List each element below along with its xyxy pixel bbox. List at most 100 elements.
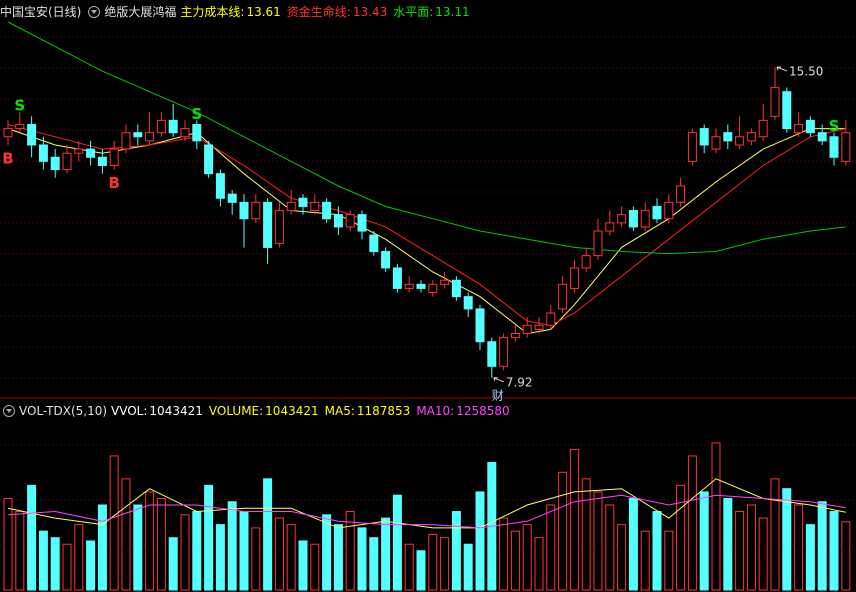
high-arrow: [776, 66, 788, 72]
candle-body: [369, 234, 379, 253]
candle-body: [569, 267, 579, 289]
volume-title: VOL-TDX(5,10): [19, 404, 108, 418]
volume-bar: [168, 537, 178, 591]
candle-body: [109, 148, 119, 166]
volume-bar: [534, 537, 544, 591]
candle-body: [652, 205, 662, 220]
candle-body: [770, 87, 780, 117]
readout-value: 1258580: [456, 404, 510, 418]
candle-body: [204, 144, 214, 175]
readout-label: MA10:: [416, 404, 455, 418]
volume-bar: [463, 543, 473, 591]
ma-line: [7, 21, 846, 255]
candle-body: [322, 201, 332, 220]
signal-label: S: [14, 97, 25, 115]
event-label: 财: [492, 388, 504, 402]
candle-body: [345, 214, 355, 228]
candle-body: [274, 210, 284, 244]
volume-bar: [664, 530, 674, 591]
volume-bar: [263, 478, 273, 591]
candle-body: [676, 185, 686, 203]
candle-body: [310, 201, 320, 212]
volume-bar: [369, 537, 379, 591]
volume-bar: [746, 504, 756, 591]
candle-body: [617, 214, 627, 224]
volume-bar: [381, 517, 391, 591]
volume-bar: [817, 501, 827, 591]
ma-line: [7, 494, 846, 529]
ma-line: [7, 478, 846, 529]
candle-body: [239, 201, 249, 220]
candle-body: [758, 119, 768, 138]
volume-bar: [699, 491, 709, 591]
menu-icon[interactable]: [3, 405, 15, 417]
volume-bar: [38, 530, 48, 591]
volume-bar: [333, 524, 343, 591]
volume-bar: [404, 543, 414, 591]
readout-value: 1043421: [265, 404, 319, 418]
volume-bar: [322, 514, 332, 591]
volume-bar: [227, 501, 237, 591]
volume-bar: [652, 511, 662, 591]
candle-body: [805, 119, 815, 134]
low-arrow: [493, 377, 504, 383]
readout-value: 13.61: [246, 5, 281, 19]
candle-body: [15, 123, 25, 130]
volume-bar: [782, 488, 792, 591]
volume-bar: [62, 543, 72, 591]
volume-bar: [3, 497, 13, 591]
volume-bar: [239, 511, 249, 591]
candle-body: [251, 201, 261, 220]
volume-bar: [451, 511, 461, 591]
candle-body: [86, 148, 96, 158]
volume-bar: [593, 491, 603, 591]
candle-body: [404, 283, 414, 289]
readout-value: 13.43: [352, 5, 388, 19]
candle-body: [841, 132, 851, 162]
volume-bar: [145, 491, 155, 591]
candle-body: [628, 210, 638, 228]
volume-bar: [499, 517, 509, 591]
candle-body: [192, 123, 202, 142]
volume-bar: [27, 484, 37, 591]
volume-bar: [215, 524, 225, 591]
volume-bar: [428, 533, 438, 591]
signal-label: B: [2, 149, 13, 167]
candle-body: [510, 333, 520, 339]
volume-bar: [723, 497, 733, 591]
volume-bar: [133, 504, 143, 591]
candle-body: [640, 210, 650, 228]
high-label: 15.50: [789, 65, 823, 79]
volume-bar: [357, 527, 367, 591]
readout-label: VVOL:: [111, 404, 148, 418]
readout-value: 1187853: [356, 404, 411, 418]
volume-bar: [805, 524, 815, 591]
candle-body: [463, 296, 473, 310]
volume-bar: [640, 530, 650, 591]
candle-body: [180, 128, 190, 138]
candle-body: [699, 128, 709, 146]
candle-body: [62, 152, 72, 171]
low-label: 7.92: [506, 375, 533, 389]
volume-bar: [74, 524, 84, 591]
candle-body: [664, 201, 674, 220]
candle-body: [522, 324, 532, 335]
readout-label: 主力成本线:: [180, 5, 245, 19]
candle-body: [416, 283, 426, 289]
candle-body: [534, 324, 544, 330]
menu-icon[interactable]: [88, 6, 101, 18]
candle-body: [27, 123, 37, 146]
readout-label: 资金生命线:: [286, 5, 351, 19]
candle-body: [711, 136, 721, 150]
volume-bar: [522, 524, 532, 591]
indicator-name: 绝版大展鸿福: [104, 5, 177, 19]
price-header: 中国宝安(日线) 绝版大展鸿福 主力成本线: 13.61 资金生命线: 13.43 水平…: [0, 3, 476, 21]
ma-line: [7, 128, 846, 335]
volume-bar: [676, 484, 686, 591]
volume-bar: [605, 504, 615, 591]
volume-bar: [510, 530, 520, 591]
candle-body: [829, 136, 839, 158]
candle-body: [133, 132, 143, 138]
